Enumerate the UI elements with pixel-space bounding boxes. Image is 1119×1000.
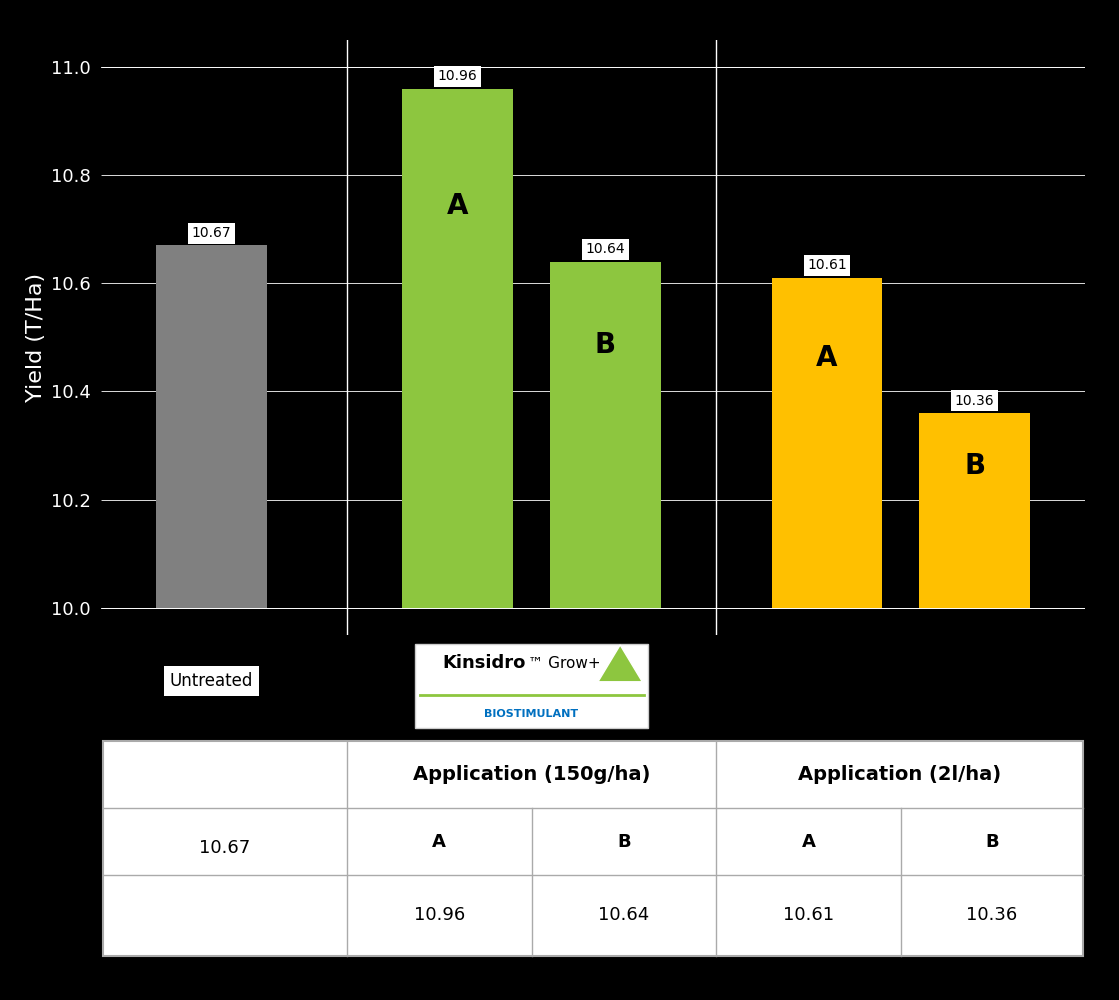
Polygon shape xyxy=(598,645,642,682)
Text: 10.64: 10.64 xyxy=(599,906,649,924)
Text: B: B xyxy=(617,833,631,851)
Text: Untreated: Untreated xyxy=(170,672,253,690)
Text: 10.96: 10.96 xyxy=(414,906,464,924)
Text: Application (150g/ha): Application (150g/ha) xyxy=(413,765,650,784)
Bar xyxy=(157,245,267,608)
Text: A: A xyxy=(432,833,446,851)
Text: BIOSTIMULANT: BIOSTIMULANT xyxy=(485,709,579,719)
Text: Application (2l/ha): Application (2l/ha) xyxy=(798,765,1002,784)
Text: B: B xyxy=(985,833,998,851)
Text: A: A xyxy=(816,344,838,372)
Text: 10.36: 10.36 xyxy=(955,394,995,408)
FancyBboxPatch shape xyxy=(414,644,648,728)
Text: 10.67: 10.67 xyxy=(199,839,251,857)
Y-axis label: Yield (T/Ha): Yield (T/Ha) xyxy=(26,273,46,402)
Text: 10.64: 10.64 xyxy=(585,242,626,256)
Text: B: B xyxy=(595,331,615,359)
Bar xyxy=(551,262,661,608)
Text: A: A xyxy=(446,192,469,220)
Text: 10.96: 10.96 xyxy=(438,69,478,83)
Bar xyxy=(920,413,1029,608)
Text: 10.61: 10.61 xyxy=(783,906,834,924)
Text: ™ Grow+: ™ Grow+ xyxy=(528,656,601,671)
Bar xyxy=(403,89,513,608)
Text: Kinsidro: Kinsidro xyxy=(442,654,526,672)
Text: A: A xyxy=(801,833,816,851)
Text: B: B xyxy=(965,452,985,480)
Text: 10.61: 10.61 xyxy=(807,258,847,272)
Bar xyxy=(771,278,882,608)
Text: 10.36: 10.36 xyxy=(967,906,1017,924)
Text: 10.67: 10.67 xyxy=(191,226,232,240)
